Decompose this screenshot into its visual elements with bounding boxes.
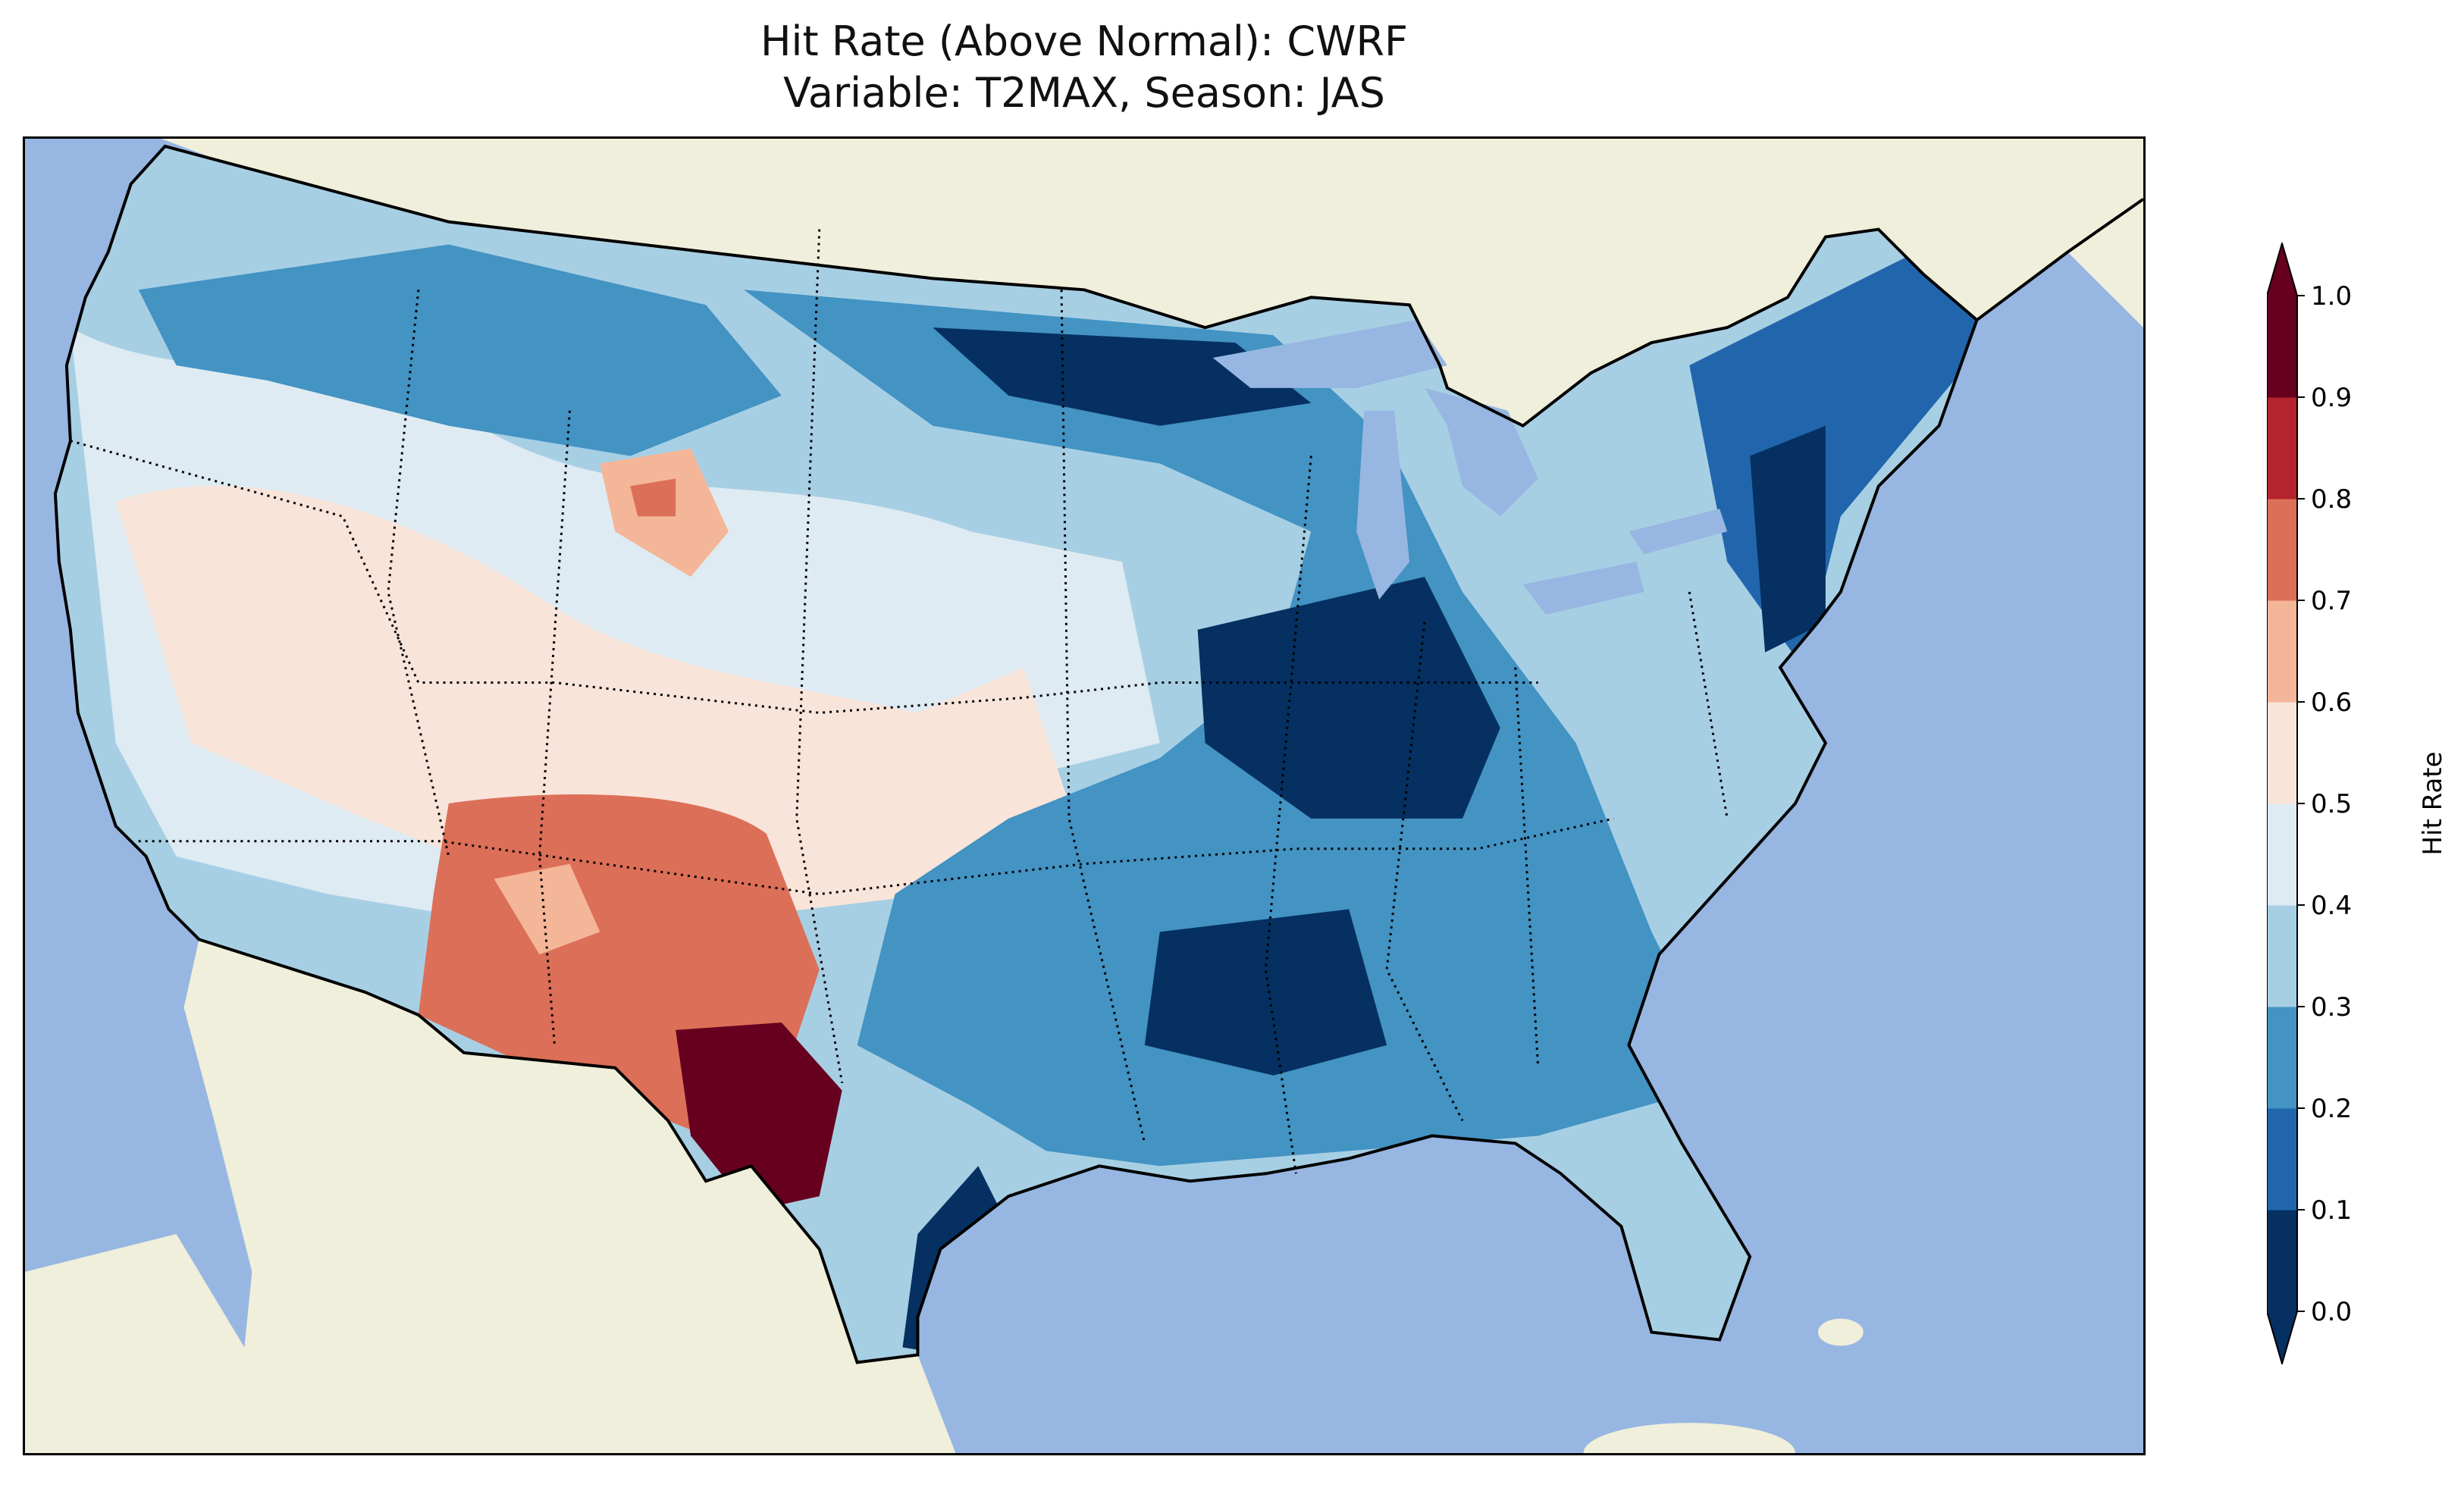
colorbar-over-arrow [2267, 243, 2297, 296]
colorbar-tick-label: 0.0 [2311, 1297, 2352, 1327]
colorbar-tick-label: 0.3 [2311, 992, 2352, 1023]
mexico-landmass [25, 939, 956, 1453]
colorbar-label: Hit Rate [2418, 751, 2448, 855]
colorbar-label-holder: Hit Rate [2418, 751, 2448, 855]
colorbar-bin [2267, 499, 2297, 601]
colorbar-tick-label: 0.7 [2311, 586, 2352, 616]
state-borders [70, 229, 1729, 1174]
colorbar-under-arrow [2267, 1311, 2297, 1364]
map-canvas [25, 139, 2143, 1453]
colorbar-tick-label: 1.0 [2311, 281, 2352, 312]
colorbar-tick-label: 0.9 [2311, 383, 2352, 413]
colorbar-canvas: 0.0 0.1 0.2 0.3 0.4 0.5 0.6 0.7 0.8 0.9 1.0 [2266, 240, 2352, 1367]
caribbean-islands [1583, 1318, 1864, 1453]
canada-landmass [161, 139, 2143, 426]
map-panel [23, 136, 2146, 1455]
colorbar-bin [2267, 905, 2297, 1007]
colorbar-bin [2267, 397, 2297, 500]
colorbar-bin [2267, 1108, 2297, 1211]
colorbar-bin [2267, 600, 2297, 703]
colorbar-tick-label: 0.4 [2311, 891, 2352, 921]
colorbar-tick-label: 0.1 [2311, 1195, 2352, 1226]
colorbar: 0.0 0.1 0.2 0.3 0.4 0.5 0.6 0.7 0.8 0.9 1.0 [2266, 240, 2373, 1367]
hit-rate-field [55, 146, 1977, 1363]
colorbar-bin [2267, 296, 2297, 398]
colorbar-bin [2267, 803, 2297, 906]
colorbar-bin [2267, 1210, 2297, 1312]
colorbar-tick-label: 0.2 [2311, 1094, 2352, 1124]
map-title-line-2: Variable: T2MAX, Season: JAS [783, 69, 1385, 117]
colorbar-bin [2267, 702, 2297, 804]
colorbar-tick-label: 0.8 [2311, 484, 2352, 515]
colorbar-tick-label: 0.6 [2311, 687, 2352, 718]
coastlines [53, 144, 2143, 1364]
colorbar-bin [2267, 1007, 2297, 1109]
colorbar-tick-label: 0.5 [2311, 789, 2352, 819]
map-title-line-1: Hit Rate (Above Normal): CWRF [760, 17, 1409, 65]
